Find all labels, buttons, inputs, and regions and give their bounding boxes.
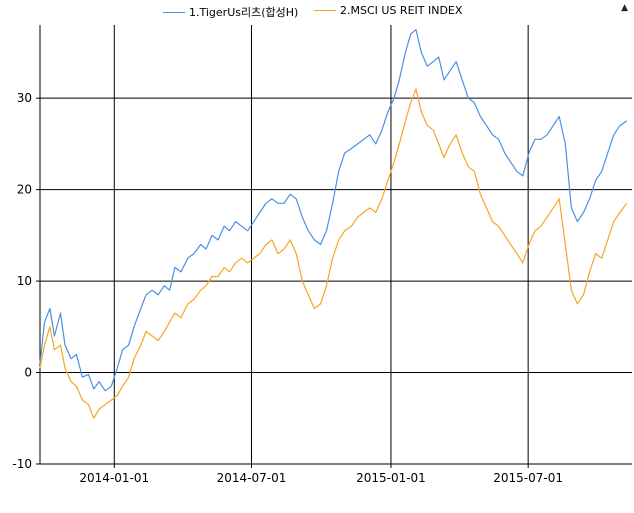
x-tick-label: 2014-07-01 — [217, 471, 287, 485]
y-tick-label: 0 — [24, 366, 32, 380]
y-axis-ticks: -10 0 10 20 30 — [12, 91, 40, 471]
legend-item-series-2[interactable]: 2.MSCI US REIT INDEX — [314, 4, 462, 17]
legend-scroll-up-icon[interactable]: ▲ — [621, 3, 628, 13]
legend: 1.TigerUs리츠(합성H) 2.MSCI US REIT INDEX — [0, 4, 634, 20]
series-lines — [39, 29, 628, 419]
series-line-1 — [39, 29, 628, 392]
x-tick-label: 2015-01-01 — [356, 471, 426, 485]
legend-swatch-series-1 — [163, 11, 185, 13]
legend-label-series-2: 2.MSCI US REIT INDEX — [340, 4, 463, 17]
legend-label-series-1: 1.TigerUs리츠(합성H) — [189, 6, 299, 19]
legend-swatch-series-2 — [314, 10, 336, 11]
x-axis-ticks: 2014-01-01 2014-07-01 2015-01-01 2015-07-01 — [79, 464, 563, 485]
legend-item-series-1[interactable]: 1.TigerUs리츠(합성H) — [163, 4, 298, 20]
y-tick-label: 10 — [17, 274, 32, 288]
grid-lines — [39, 25, 632, 465]
y-tick-label: -10 — [12, 457, 32, 471]
x-tick-label: 2014-01-01 — [79, 471, 149, 485]
x-tick-label: 2015-07-01 — [493, 471, 563, 485]
series-line-2 — [39, 88, 628, 419]
y-tick-label: 20 — [17, 183, 32, 197]
y-tick-label: 30 — [17, 91, 32, 105]
